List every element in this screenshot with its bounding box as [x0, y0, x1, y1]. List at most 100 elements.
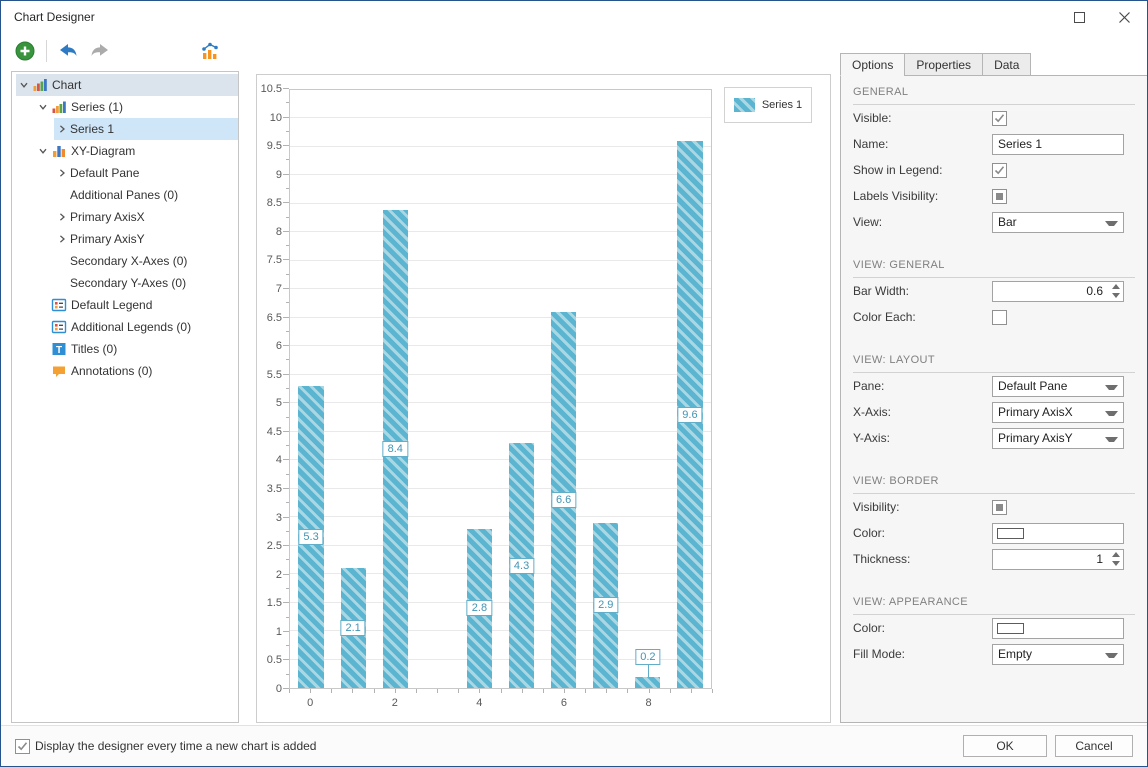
x-tick-mark [458, 689, 460, 693]
tree-item-label: Default Legend [71, 298, 153, 312]
window-buttons [1057, 1, 1147, 33]
field-control: 1 [992, 548, 1124, 570]
tree-item-additional-panes-0[interactable]: Additional Panes (0) [12, 184, 238, 206]
spinner-arrows[interactable] [1112, 550, 1120, 569]
visible-checkbox[interactable] [992, 110, 1007, 126]
expander-collapsed-icon[interactable] [54, 209, 70, 225]
spin-down-icon[interactable] [1112, 293, 1120, 298]
visibility-checkbox[interactable] [992, 499, 1007, 515]
field-control: Primary AxisX [992, 401, 1124, 423]
tree-item-inner: Annotations (0) [35, 360, 238, 382]
gridline [290, 487, 711, 489]
chart-type-button[interactable] [196, 37, 224, 65]
bar[interactable] [635, 676, 661, 688]
tree-item-series-1[interactable]: Series (1) [12, 96, 238, 118]
spin-down-icon[interactable] [1112, 561, 1120, 566]
name-input[interactable]: Series 1 [992, 133, 1124, 155]
expander-collapsed-icon[interactable] [54, 165, 70, 181]
tab-options[interactable]: Options [840, 53, 905, 76]
expander-expanded-icon[interactable] [16, 77, 32, 93]
chart-elements-tree: Chart Series (1) Series 1 XY-Diagram Default… [11, 71, 239, 723]
tree-item-inner: Additional Panes (0) [54, 184, 238, 206]
toolbar [1, 33, 1147, 69]
tree-item-label: Primary AxisX [70, 210, 145, 224]
cancel-button[interactable]: Cancel [1055, 735, 1133, 757]
expander-spacer [54, 187, 70, 203]
spin-up-icon[interactable] [1112, 552, 1120, 557]
fill-mode-dropdown[interactable]: Empty [992, 643, 1124, 665]
color-colorpicker[interactable] [992, 617, 1124, 639]
maximize-button[interactable] [1057, 1, 1102, 33]
expander-expanded-icon[interactable] [35, 143, 51, 159]
x-tick-mark [479, 689, 481, 693]
annotation-icon [51, 363, 67, 379]
y-tick-mark [286, 388, 289, 389]
chevron-down-icon [1105, 410, 1118, 416]
tree-item-titles-0[interactable]: T Titles (0) [12, 338, 238, 360]
tree-item-default-pane[interactable]: Default Pane [12, 162, 238, 184]
tree-item-label: Secondary Y-Axes (0) [70, 276, 187, 290]
tree-item-default-legend[interactable]: Default Legend [12, 294, 238, 316]
field-control [992, 110, 1124, 126]
expander-collapsed-icon[interactable] [54, 121, 70, 137]
plot-area[interactable]: 5.3 2.1 8.4 2.8 4.3 6.6 2.9 0.2 9.6 [289, 89, 712, 689]
y-tick-label: 7.5 [266, 254, 282, 267]
y-axis-ticks [282, 88, 289, 689]
y-axis-dropdown[interactable]: Primary AxisY [992, 427, 1124, 449]
bar-value-label: 0.2 [635, 648, 661, 665]
show-in-legend-checkbox[interactable] [992, 162, 1007, 178]
tree-item-primary-axisy[interactable]: Primary AxisY [12, 228, 238, 250]
redo-button[interactable] [86, 37, 114, 65]
display-designer-checkbox[interactable] [15, 738, 30, 754]
tree-item-secondary-x-axes-0[interactable]: Secondary X-Axes (0) [12, 250, 238, 272]
y-tick-label: 0.5 [266, 654, 282, 667]
dropdown-value: Empty [998, 647, 1033, 661]
bar-width-spinner[interactable]: 0.6 [992, 280, 1124, 302]
tab-properties[interactable]: Properties [904, 53, 983, 76]
chart-legend[interactable]: Series 1 [724, 87, 812, 123]
gridline [290, 231, 711, 233]
tree-item-secondary-y-axes-0[interactable]: Secondary Y-Axes (0) [12, 272, 238, 294]
close-button[interactable] [1102, 1, 1147, 33]
y-tick-mark [286, 502, 289, 504]
expander-collapsed-icon[interactable] [54, 231, 70, 247]
field-control [992, 162, 1124, 178]
x-tick-mark [415, 689, 417, 693]
add-icon [15, 41, 35, 61]
ok-button[interactable]: OK [963, 735, 1047, 757]
gridline [290, 459, 711, 461]
expander-expanded-icon[interactable] [35, 99, 51, 115]
color-each-checkbox[interactable] [992, 309, 1007, 325]
spin-up-icon[interactable] [1112, 284, 1120, 289]
x-axis-dropdown[interactable]: Primary AxisX [992, 401, 1124, 423]
tree-item-primary-axisx[interactable]: Primary AxisX [12, 206, 238, 228]
field-row-color: Color: [853, 520, 1135, 546]
tree-item-inner: Default Pane [54, 162, 238, 184]
y-tick-mark [286, 645, 289, 647]
tree-item-inner: Series 1 [54, 118, 238, 140]
color-colorpicker[interactable] [992, 522, 1124, 544]
add-element-button[interactable] [11, 37, 39, 65]
y-tick-label: 4.5 [266, 425, 282, 438]
tab-data[interactable]: Data [982, 53, 1032, 76]
spinner-arrows[interactable] [1112, 282, 1120, 301]
tree-item-annotations-0[interactable]: Annotations (0) [12, 360, 238, 382]
tree-item-chart[interactable]: Chart [12, 74, 238, 96]
labels-visibility-checkbox[interactable] [992, 188, 1007, 204]
thickness-spinner[interactable]: 1 [992, 548, 1124, 570]
undo-button[interactable] [54, 37, 82, 65]
field-control [992, 309, 1124, 325]
tree-item-inner: T Titles (0) [35, 338, 238, 360]
x-tick-label: 2 [391, 697, 398, 709]
y-tick-mark [286, 245, 289, 247]
view-dropdown[interactable]: Bar [992, 211, 1124, 233]
x-tick-mark [500, 689, 502, 693]
tree-item-additional-legends-0[interactable]: Additional Legends (0) [12, 316, 238, 338]
y-tick-mark [286, 216, 289, 218]
y-tick-mark [286, 188, 289, 189]
close-icon [1119, 11, 1130, 23]
tree-item-xy-diagram[interactable]: XY-Diagram [12, 140, 238, 162]
pane-dropdown[interactable]: Default Pane [992, 375, 1124, 397]
x-tick-label: 8 [645, 697, 652, 709]
tree-item-series-1[interactable]: Series 1 [12, 118, 238, 140]
